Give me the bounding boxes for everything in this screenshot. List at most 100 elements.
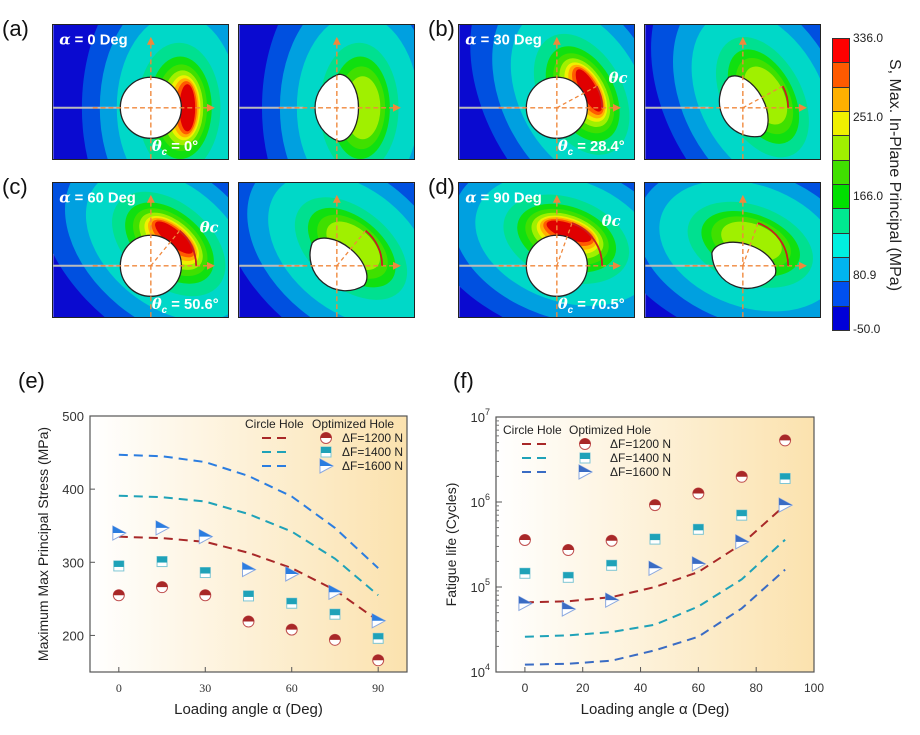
marker-fill <box>562 544 574 551</box>
alpha-value: = 30 Deg <box>477 33 542 49</box>
alpha-value: = 90 Deg <box>477 191 542 207</box>
x-tick-label: 60 <box>692 681 706 695</box>
optimized-hole-contour <box>644 24 821 160</box>
theta-value: = 0° <box>167 139 198 155</box>
arrow-up-icon <box>552 194 561 203</box>
circle-hole-contour: θc α = 30 Deg θc = 28.4° <box>458 24 635 160</box>
marker-fill <box>113 589 125 596</box>
colorbar-band <box>833 63 849 88</box>
marker-fill <box>156 520 170 528</box>
y-tick-label: 500 <box>62 409 84 424</box>
arrow-up-icon <box>146 36 155 45</box>
circle-hole-line <box>524 538 786 638</box>
marker-fill <box>649 561 662 569</box>
marker-fill <box>329 609 340 616</box>
marker-fill <box>113 560 124 567</box>
colorbar-tick: 251.0 <box>853 110 884 124</box>
panel-label: (d) <box>428 174 455 199</box>
legend-label: ΔF=1600 N <box>610 465 671 479</box>
dashed-theta-line <box>742 222 759 266</box>
tick-base: 10 <box>471 580 485 595</box>
alpha-label: α = 60 Deg <box>59 190 136 207</box>
marker-fill <box>606 560 617 567</box>
colorbar-band <box>833 257 849 283</box>
circle-hole-contour: θc α = 60 Deg θc = 50.6° <box>52 182 229 318</box>
alpha-symbol: α <box>465 190 477 207</box>
theta-c-label: θc = 70.5° <box>558 296 625 316</box>
chart-0: 0 30 60 90 200 300 400 500 Loading angle α (Deg)… <box>35 409 408 718</box>
panel-label-f: (f) <box>453 368 474 393</box>
marker-fill <box>779 434 791 441</box>
y-tick-label: 300 <box>62 555 84 570</box>
theta-value: = 70.5° <box>573 297 625 313</box>
marker-fill <box>286 598 297 605</box>
legend-label: ΔF=1600 N <box>342 459 403 473</box>
legend-header-circle: Circle Hole <box>503 423 562 437</box>
optimized-hole-contour <box>238 182 415 318</box>
contour-plot <box>645 183 820 317</box>
marker-fill <box>243 616 254 622</box>
colorbar-band <box>833 39 849 64</box>
tick-exponent: 6 <box>485 492 490 502</box>
theta-subscript: c <box>568 305 574 316</box>
arrow-up-icon <box>738 36 747 45</box>
marker-fill <box>199 589 211 596</box>
marker-fill <box>562 602 576 610</box>
theta-arc <box>595 85 604 108</box>
marker-fill <box>693 524 704 531</box>
circle-hole-contour: θc α = 90 Deg θc = 70.5° <box>458 182 635 318</box>
y-tick-label: 106 <box>471 492 490 510</box>
colorbar-band <box>833 87 849 112</box>
tick-exponent: 7 <box>485 407 490 417</box>
arrow-right-icon <box>393 103 401 112</box>
legend-label: ΔF=1200 N <box>342 431 403 445</box>
marker-fill <box>199 529 213 537</box>
theta-subscript: c <box>162 147 168 158</box>
optimized-hole <box>718 75 769 138</box>
y-tick-label: 200 <box>62 628 84 643</box>
theta-c-label: θc = 50.6° <box>152 296 219 316</box>
y-tick-label: 105 <box>471 577 490 595</box>
alpha-label: α = 30 Deg <box>465 32 542 49</box>
marker-fill <box>692 487 704 494</box>
theta-c-label: θc = 0° <box>152 138 198 158</box>
colorbar-band <box>833 306 849 330</box>
alpha-symbol: α <box>59 32 71 49</box>
marker-fill <box>736 510 747 517</box>
arrow-up-icon <box>146 194 155 203</box>
plot-area <box>89 415 408 673</box>
arrow-up-icon <box>738 194 747 203</box>
x-tick-label: 100 <box>804 681 824 695</box>
x-tick-label: 0 <box>116 681 122 695</box>
marker-fill <box>779 498 793 506</box>
theta-arc-label: θc <box>609 70 628 87</box>
marker-fill <box>692 556 706 564</box>
tick-base: 10 <box>471 495 485 510</box>
theta-subscript: c <box>568 147 574 158</box>
theta-symbol: θ <box>558 138 568 155</box>
theta-subscript: c <box>162 305 168 316</box>
marker-fill <box>242 562 256 570</box>
theta-arc <box>179 230 198 266</box>
colorbar-band <box>833 209 849 234</box>
tick-exponent: 4 <box>485 662 490 672</box>
alpha-value: = 60 Deg <box>71 191 136 207</box>
marker-fill <box>372 613 386 621</box>
marker-fill <box>650 534 660 541</box>
theta-value: = 28.4° <box>573 139 625 155</box>
marker-fill <box>112 526 126 534</box>
alpha-label: α = 0 Deg <box>59 32 127 49</box>
alpha-label: α = 90 Deg <box>465 190 542 207</box>
tick-exponent: 5 <box>485 577 490 587</box>
arrow-up-icon <box>552 36 561 45</box>
marker-fill <box>243 590 254 597</box>
theta-symbol: θ <box>152 138 162 155</box>
colorbar-tick: -50.0 <box>853 322 881 336</box>
optimized-hole-contour <box>644 182 821 318</box>
marker-fill <box>780 473 791 480</box>
arrow-right-icon <box>393 261 401 270</box>
legend-label: ΔF=1400 N <box>342 445 403 459</box>
marker-fill <box>606 535 618 541</box>
x-axis-label: Loading angle α (Deg) <box>581 701 730 718</box>
contour-plot: θc α = 30 Deg θc = 28.4° <box>459 25 634 159</box>
